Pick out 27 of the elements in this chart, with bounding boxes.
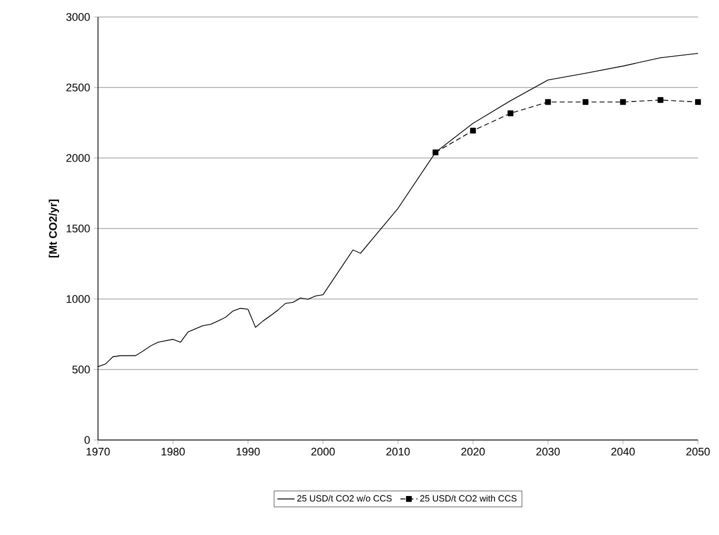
y-tick-label: 500	[72, 366, 90, 374]
y-tick-label: 2000	[66, 154, 90, 162]
x-tick-label: 1990	[236, 448, 260, 456]
legend-label: 25 USD/t CO2 w/o CCS	[297, 494, 392, 502]
x-tick-label: 1980	[162, 448, 185, 456]
point	[470, 128, 476, 134]
y-tick-label: 0	[84, 436, 90, 444]
x-tick-label: 2040	[611, 448, 635, 456]
x-tick-label: 2050	[686, 448, 710, 456]
y-tick-label: 3000	[66, 13, 90, 21]
point	[658, 97, 664, 103]
y-tick-label: 1000	[66, 295, 90, 303]
legend-label: 25 USD/t CO2 with CCS	[420, 494, 517, 502]
x-tick-label: 2000	[311, 448, 335, 456]
y-tick-label: 2500	[66, 84, 90, 92]
x-tick-label: 2030	[536, 448, 560, 456]
point	[695, 99, 701, 105]
x-tick-label: 2020	[461, 448, 485, 456]
y-axis-title: [Mt CO2/yr]	[48, 200, 59, 258]
point	[508, 110, 514, 116]
y-tick-label: 1500	[66, 224, 90, 232]
point	[545, 99, 551, 105]
point	[620, 99, 626, 105]
point	[582, 99, 588, 105]
point	[432, 149, 438, 156]
x-tick-label: 2010	[386, 448, 410, 456]
x-tick-label: 1970	[86, 448, 110, 456]
